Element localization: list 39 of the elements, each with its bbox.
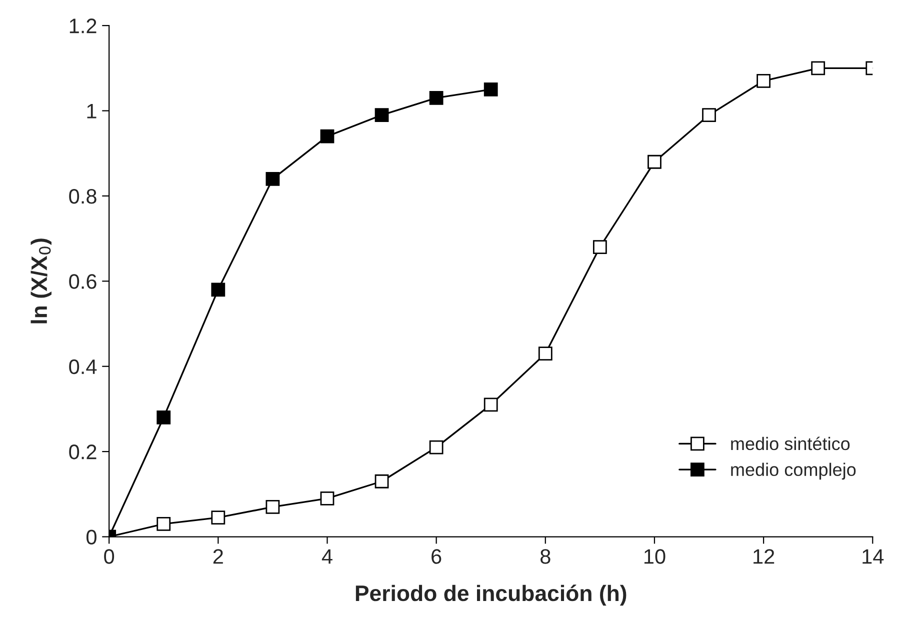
x-tick-label: 4 [322,549,332,564]
point [266,172,280,186]
y-axis-title: ln (X/X$_{0}$) [30,238,52,324]
point [156,517,171,531]
point [702,108,716,122]
point [429,440,444,454]
y-tick-label: 1 [87,104,96,118]
x-tick-label: 6 [432,549,442,564]
point [211,510,226,525]
point [538,346,552,361]
legend-label: medio complejo [731,462,856,480]
point [156,410,171,424]
x-tick-label: 2 [213,549,223,564]
point [484,82,498,96]
point [484,398,498,412]
legend-label: medio sintético [731,436,850,450]
y-tick-label: 0.2 [69,444,96,460]
x-tick-label: 14 [862,549,884,564]
point [429,91,444,105]
point [756,74,771,88]
x-tick-label: 12 [754,549,774,564]
point [811,61,826,76]
y-tick-label: 0.6 [69,274,96,289]
point [320,129,334,144]
point [211,282,226,297]
point [266,500,280,514]
point [320,491,334,506]
point [592,240,607,254]
y-tick-label: 0 [86,530,96,545]
y-tick-label: 0.8 [69,188,96,204]
x-tick-label: 8 [540,549,550,564]
x-tick-label: 0 [104,549,114,564]
y-tick-label: 1.2 [70,18,96,34]
point [374,474,389,488]
x-axis-title: Periodo de incubación (h) [356,584,626,606]
x-tick-label: 10 [644,549,666,564]
y-tick-label: 0.4 [69,359,97,374]
point [648,154,662,169]
point [374,108,389,122]
